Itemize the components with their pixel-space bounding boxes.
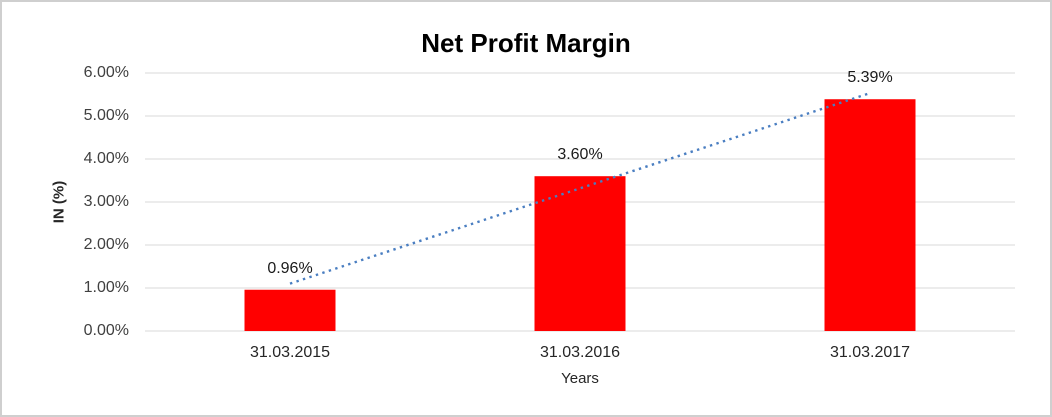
xtick-label: 31.03.2016 xyxy=(539,344,621,361)
bar-31.03.2016 xyxy=(534,176,626,331)
x-axis-title: Years xyxy=(561,370,599,387)
bar-31.03.2017 xyxy=(824,99,916,331)
ytick-label: 2.00% xyxy=(83,236,129,253)
xtick-label: 31.03.2017 xyxy=(829,344,911,361)
data-label: 0.96% xyxy=(267,259,313,277)
ytick-label: 1.00% xyxy=(83,279,129,296)
ytick-label: 6.00% xyxy=(83,64,129,81)
ytick-label: 4.00% xyxy=(83,150,129,167)
ytick-label: 0.00% xyxy=(83,322,129,339)
data-label: 5.39% xyxy=(847,69,893,87)
bar-31.03.2015 xyxy=(244,289,336,331)
ytick-label: 3.00% xyxy=(83,193,129,210)
data-label: 3.60% xyxy=(557,146,603,164)
xtick-label: 31.03.2015 xyxy=(249,344,331,361)
ytick-label: 5.00% xyxy=(83,107,129,124)
chart-title: Net Profit Margin xyxy=(421,28,631,58)
